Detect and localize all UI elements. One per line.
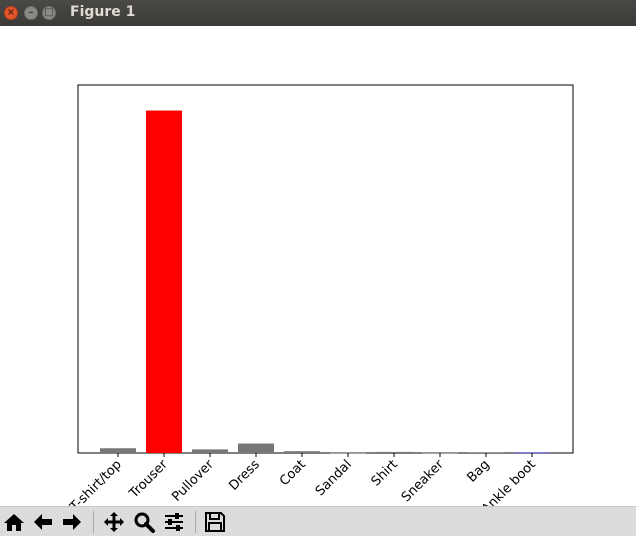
bar-trouser [146, 110, 182, 454]
x-tick-label: Bag [464, 457, 492, 485]
bar-ankle-boot [514, 452, 550, 454]
bar-dress [238, 443, 274, 453]
figure-canvas: T-shirt/top Trouser Pullover Dress Coat Sanda… [0, 26, 636, 506]
window-title: Figure 1 [70, 4, 136, 20]
configure-subplots-button[interactable] [161, 510, 187, 534]
navigation-toolbar [0, 506, 636, 536]
sliders-icon [165, 513, 183, 531]
window-titlebar: × – □ Figure 1 [0, 0, 636, 26]
save-floppy-icon [205, 512, 225, 532]
x-tick-label: Coat [277, 457, 309, 489]
bar-t-shirt-top [100, 448, 136, 453]
back-button[interactable] [30, 510, 56, 534]
save-button[interactable] [202, 510, 228, 534]
x-tick-label: T-shirt/top [67, 457, 125, 506]
window-minimize-button[interactable]: – [24, 6, 38, 20]
home-icon [4, 514, 24, 531]
window-maximize-button[interactable]: □ [42, 6, 56, 20]
x-tick-label: Shirt [369, 457, 401, 489]
zoom-button[interactable] [131, 510, 157, 534]
x-tick-label: Dress [226, 457, 263, 494]
home-button[interactable] [1, 510, 27, 534]
bar-pullover [192, 449, 228, 453]
forward-button[interactable] [59, 510, 85, 534]
x-tick-label: Pullover [169, 457, 217, 505]
bar-coat [284, 451, 320, 453]
window-close-button[interactable]: × [4, 6, 18, 20]
x-tick-label: Sneaker [399, 457, 447, 505]
forward-arrow-icon [63, 514, 81, 530]
x-tick-label: Sandal [313, 457, 355, 499]
x-tick-label: Trouser [126, 457, 171, 502]
pan-move-icon [104, 512, 124, 532]
back-arrow-icon [34, 514, 52, 530]
plot-area-frame [77, 84, 574, 454]
zoom-magnifier-icon [134, 512, 155, 533]
bar-shirt [376, 451, 412, 453]
pan-button[interactable] [101, 510, 127, 534]
toolbar-separator [195, 511, 196, 533]
bar-bag [468, 452, 504, 453]
toolbar-separator [93, 511, 94, 533]
